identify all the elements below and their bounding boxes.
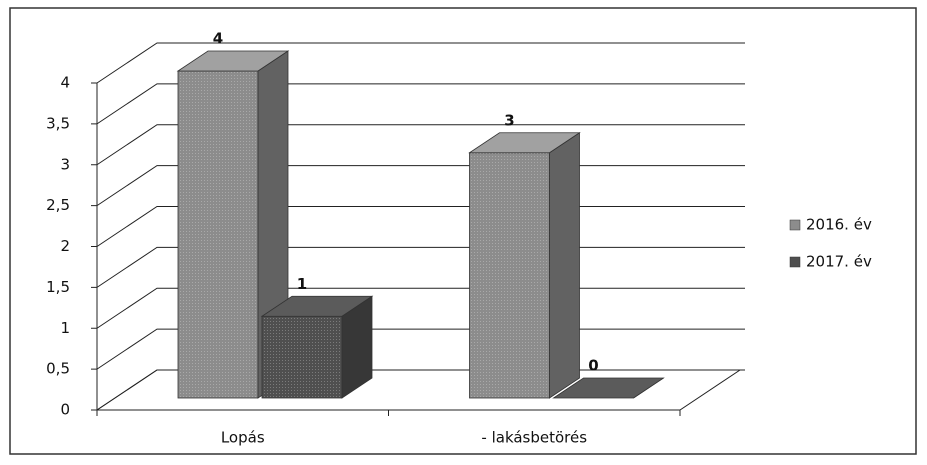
y-tick-label: 2 — [60, 237, 70, 255]
data-label: 0 — [588, 357, 598, 375]
bar-top — [468, 132, 581, 154]
grid-line — [96, 124, 745, 166]
bar-side — [549, 132, 580, 399]
bar-top — [552, 377, 665, 399]
grid-line — [96, 42, 745, 84]
y-tick-label: 3,5 — [46, 114, 70, 132]
y-tick-label: 3 — [60, 155, 70, 173]
legend-swatch — [789, 256, 801, 268]
y-tick-label: 1,5 — [46, 278, 70, 296]
y-tick-label: 1 — [60, 319, 70, 337]
legend-label: 2017. év — [806, 253, 872, 271]
bar-texture — [469, 152, 550, 398]
x-tick-label: Lopás — [221, 429, 265, 447]
data-label: 3 — [504, 111, 514, 129]
bar-texture — [262, 316, 342, 398]
legend-label: 2016. év — [806, 216, 872, 234]
x-tick-label: - lakásbetörés — [481, 429, 587, 447]
data-label: 4 — [213, 30, 223, 48]
bar-top — [260, 295, 374, 317]
y-tick-label: 2,5 — [46, 196, 70, 214]
data-label: 1 — [297, 275, 307, 293]
y-tick-label: 0,5 — [46, 360, 70, 378]
bar-top — [176, 50, 290, 72]
legend-swatch — [789, 219, 801, 231]
y-tick-label: 0 — [60, 401, 70, 419]
y-tick-label: 4 — [60, 74, 70, 92]
bar-texture — [178, 71, 258, 398]
grid-line — [96, 83, 745, 125]
